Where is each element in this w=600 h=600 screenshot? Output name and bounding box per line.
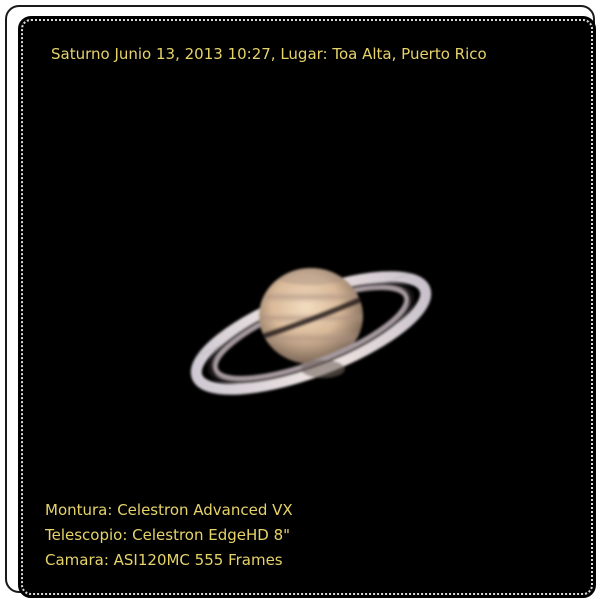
camera-caption: Camara: ASI120MC 555 Frames	[45, 551, 283, 569]
mount-caption: Montura: Celestron Advanced VX	[45, 501, 293, 519]
saturn-photo: Saturno Junio 13, 2013 10:27, Lugar: Toa…	[18, 16, 596, 598]
saturn-planet	[190, 268, 432, 395]
telescope-caption: Telescopio: Celestron EdgeHD 8"	[45, 526, 291, 544]
photo-frame: Saturno Junio 13, 2013 10:27, Lugar: Toa…	[5, 5, 596, 598]
saturn-image	[190, 268, 432, 395]
image-title-caption: Saturno Junio 13, 2013 10:27, Lugar: Toa…	[51, 45, 487, 63]
